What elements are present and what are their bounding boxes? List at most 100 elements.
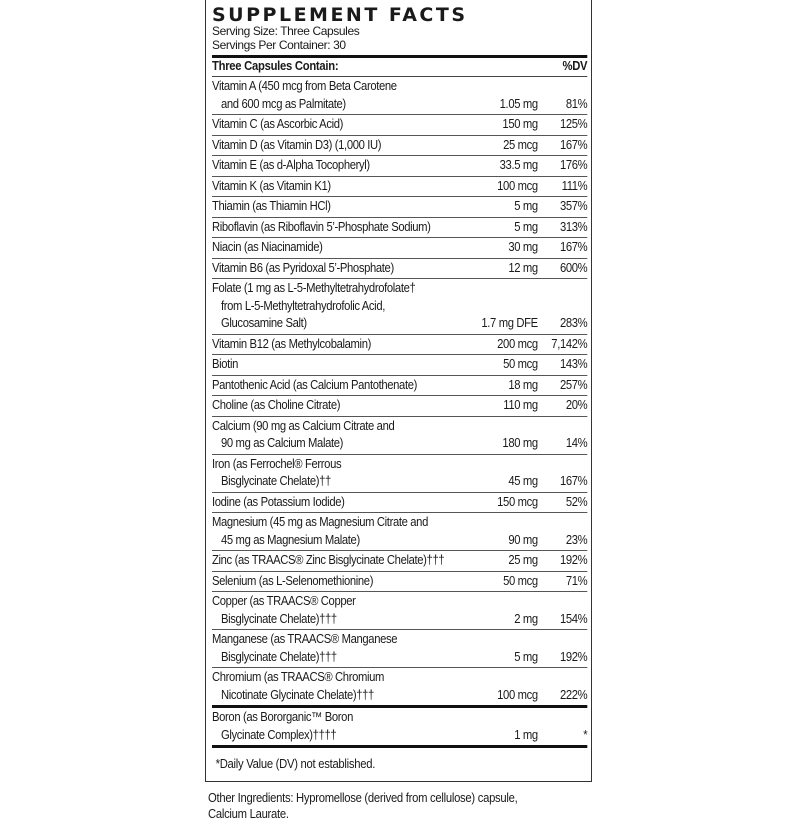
nutrient-name-line: Zinc (as TRAACS® Zinc Bisglycinate Chela… bbox=[212, 553, 445, 567]
nutrient-name: Vitamin K (as Vitamin K1) bbox=[212, 178, 466, 196]
nutrient-name: Boron (as Bororganic™ Boron Glycinate Com… bbox=[212, 709, 466, 744]
nutrient-name-line: Glycinate Complex)†††† bbox=[221, 727, 337, 742]
nutrient-name-line: Niacin (as Niacinamide) bbox=[212, 240, 323, 254]
daily-value: 125% bbox=[559, 117, 588, 131]
daily-value: 257% bbox=[559, 377, 588, 392]
nutrient-name-line: Bisglycinate Chelate)††† bbox=[221, 611, 337, 626]
nutrient-name: Thiamin (as Thiamin HCl) bbox=[212, 198, 466, 216]
table-row: Calcium (90 mg as Calcium Citrate and 90 … bbox=[212, 417, 588, 455]
daily-value: 20% bbox=[565, 398, 588, 412]
table-row: Folate (1 mg as L-5-Methyltetrahydrofola… bbox=[212, 279, 588, 335]
nutrient-name-line: Biotin bbox=[212, 357, 238, 371]
table-row: Choline (as Choline Citrate) 110 mg 20% bbox=[212, 396, 588, 417]
nutrient-name-line: Pantothenic Acid (as Calcium Pantothenat… bbox=[212, 377, 418, 392]
table-row: Riboflavin (as Riboflavin 5’-Phosphate S… bbox=[212, 218, 588, 238]
table-row: Iron (as Ferrochel® Ferrous Bisglycinate … bbox=[212, 455, 588, 493]
table-row: Boron (as Bororganic™ Boron Glycinate Com… bbox=[212, 708, 588, 748]
amount: 150 mg bbox=[502, 117, 538, 131]
table-row: Vitamin B12 (as Methylcobalamin) 200 mcg 7… bbox=[212, 335, 588, 355]
daily-value: 192% bbox=[559, 649, 588, 664]
daily-value: 357% bbox=[559, 199, 588, 213]
table-row: Vitamin A (450 mcg from Beta Carotene and… bbox=[212, 77, 588, 115]
amount: 50 mcg bbox=[503, 573, 538, 588]
table-row: Zinc (as TRAACS® Zinc Bisglycinate Chela… bbox=[212, 551, 588, 572]
nutrient-name-line: Vitamin B12 (as Methylcobalamin) bbox=[212, 336, 371, 351]
amount: 200 mcg bbox=[497, 336, 538, 351]
table-header: Three Capsules Contain: %DV bbox=[212, 55, 588, 77]
amount: 180 mg bbox=[502, 436, 538, 450]
nutrient-name-line: Iron (as Ferrochel® Ferrous bbox=[212, 456, 342, 471]
amount: 25 mg bbox=[508, 553, 538, 567]
nutrient-name: Zinc (as TRAACS® Zinc Bisglycinate Chela… bbox=[212, 552, 466, 570]
table-row: Niacin (as Niacinamide) 30 mg 167% bbox=[212, 238, 588, 259]
supplement-facts-panel: SUPPLEMENT FACTS Serving Size: Three Cap… bbox=[205, 0, 592, 782]
table-row: Thiamin (as Thiamin HCl) 5 mg 357% bbox=[212, 197, 588, 218]
amount: 45 mg bbox=[508, 474, 538, 488]
table-row: Manganese (as TRAACS® Manganese Bisglycin… bbox=[212, 630, 588, 668]
nutrient-name-line: Vitamin E (as d-Alpha Tocopheryl) bbox=[212, 158, 370, 172]
nutrient-name: Calcium (90 mg as Calcium Citrate and 90 … bbox=[212, 418, 466, 453]
daily-value: 283% bbox=[559, 316, 588, 330]
nutrient-name-line: Selenium (as L-Selenomethionine) bbox=[212, 573, 374, 588]
nutrient-name: Folate (1 mg as L-5-Methyltetrahydrofola… bbox=[212, 280, 466, 333]
nutrient-name: Iodine (as Potassium Iodide) bbox=[212, 494, 466, 512]
nutrient-name: Vitamin C (as Ascorbic Acid) bbox=[212, 116, 466, 134]
nutrient-name: Riboflavin (as Riboflavin 5’-Phosphate S… bbox=[212, 219, 466, 237]
table-row: Vitamin C (as Ascorbic Acid) 150 mg 125% bbox=[212, 115, 588, 136]
nutrient-name-line: from L-5-Methyltetrahydrofolic Acid, bbox=[221, 298, 385, 313]
other-ingredients-line: Calcium Laurate. bbox=[208, 807, 289, 821]
nutrient-name: Niacin (as Niacinamide) bbox=[212, 239, 466, 257]
amount: 25 mcg bbox=[503, 137, 538, 152]
nutrient-name-line: Vitamin D (as Vitamin D3) (1,000 IU) bbox=[212, 137, 382, 152]
amount: 1 mg bbox=[514, 727, 538, 742]
table-row: Iodine (as Potassium Iodide) 150 mcg 52% bbox=[212, 493, 588, 513]
nutrient-name-line: Manganese (as TRAACS® Manganese bbox=[212, 632, 398, 646]
header-left: Three Capsules Contain: bbox=[212, 59, 339, 73]
nutrient-name: Magnesium (45 mg as Magnesium Citrate an… bbox=[212, 514, 466, 549]
amount: 18 mg bbox=[508, 377, 538, 392]
servings-per-container: Servings Per Container: 30 bbox=[212, 37, 346, 52]
daily-value: 143% bbox=[559, 357, 588, 371]
nutrient-name-line: 90 mg as Calcium Malate) bbox=[221, 436, 344, 450]
nutrient-name: Iron (as Ferrochel® Ferrous Bisglycinate … bbox=[212, 456, 466, 491]
table-row: Vitamin K (as Vitamin K1) 100 mcg 111% bbox=[212, 177, 588, 197]
amount: 1.05 mg bbox=[499, 96, 538, 111]
nutrient-name-line: Magnesium (45 mg as Magnesium Citrate an… bbox=[212, 515, 428, 529]
nutrient-name-line: Vitamin C (as Ascorbic Acid) bbox=[212, 117, 344, 131]
nutrient-name-line: Choline (as Choline Citrate) bbox=[212, 398, 341, 412]
amount: 90 mg bbox=[508, 532, 538, 547]
nutrient-name-line: Vitamin K (as Vitamin K1) bbox=[212, 178, 331, 193]
amount: 100 mcg bbox=[497, 178, 538, 193]
nutrient-name-line: Glucosamine Salt) bbox=[221, 316, 307, 330]
footnote: *Daily Value (DV) not established. bbox=[215, 757, 376, 771]
nutrient-name: Pantothenic Acid (as Calcium Pantothenat… bbox=[212, 377, 466, 395]
daily-value: 176% bbox=[559, 158, 588, 172]
amount: 50 mcg bbox=[503, 357, 538, 371]
daily-value: 167% bbox=[559, 474, 588, 488]
daily-value: 81% bbox=[565, 96, 588, 111]
nutrient-table: Vitamin A (450 mcg from Beta Carotene and… bbox=[212, 77, 588, 748]
table-row: Copper (as TRAACS® Copper Bisglycinate Ch… bbox=[212, 592, 588, 630]
nutrient-name-line: Bisglycinate Chelate)†† bbox=[221, 474, 331, 488]
nutrient-name: Vitamin A (450 mcg from Beta Carotene and… bbox=[212, 78, 466, 113]
nutrient-name: Vitamin B6 (as Pyridoxal 5’-Phosphate) bbox=[212, 260, 466, 278]
nutrient-name-line: 45 mg as Magnesium Malate) bbox=[221, 532, 360, 547]
daily-value: * bbox=[583, 727, 588, 742]
nutrient-name: Copper (as TRAACS® Copper Bisglycinate Ch… bbox=[212, 593, 466, 628]
nutrient-name-line: Boron (as Bororganic™ Boron bbox=[212, 710, 353, 724]
amount: 110 mg bbox=[503, 398, 538, 412]
daily-value: 23% bbox=[565, 532, 588, 547]
panel-title: SUPPLEMENT FACTS bbox=[212, 4, 468, 26]
nutrient-name: Vitamin D (as Vitamin D3) (1,000 IU) bbox=[212, 137, 466, 155]
other-ingredients-line: Other Ingredients: Hypromellose (derived… bbox=[208, 791, 518, 805]
table-row: Pantothenic Acid (as Calcium Pantothenat… bbox=[212, 376, 588, 396]
amount: 5 mg bbox=[514, 219, 538, 234]
daily-value: 313% bbox=[559, 219, 588, 234]
amount: 1.7 mg DFE bbox=[481, 316, 538, 330]
nutrient-name: Selenium (as L-Selenomethionine) bbox=[212, 573, 466, 591]
other-ingredients: Other Ingredients: Hypromellose (derived… bbox=[208, 790, 598, 822]
nutrient-name-line: Iodine (as Potassium Iodide) bbox=[212, 494, 345, 509]
daily-value: 71% bbox=[565, 573, 588, 588]
nutrient-name-line: Copper (as TRAACS® Copper bbox=[212, 594, 356, 608]
amount: 5 mg bbox=[514, 199, 538, 213]
